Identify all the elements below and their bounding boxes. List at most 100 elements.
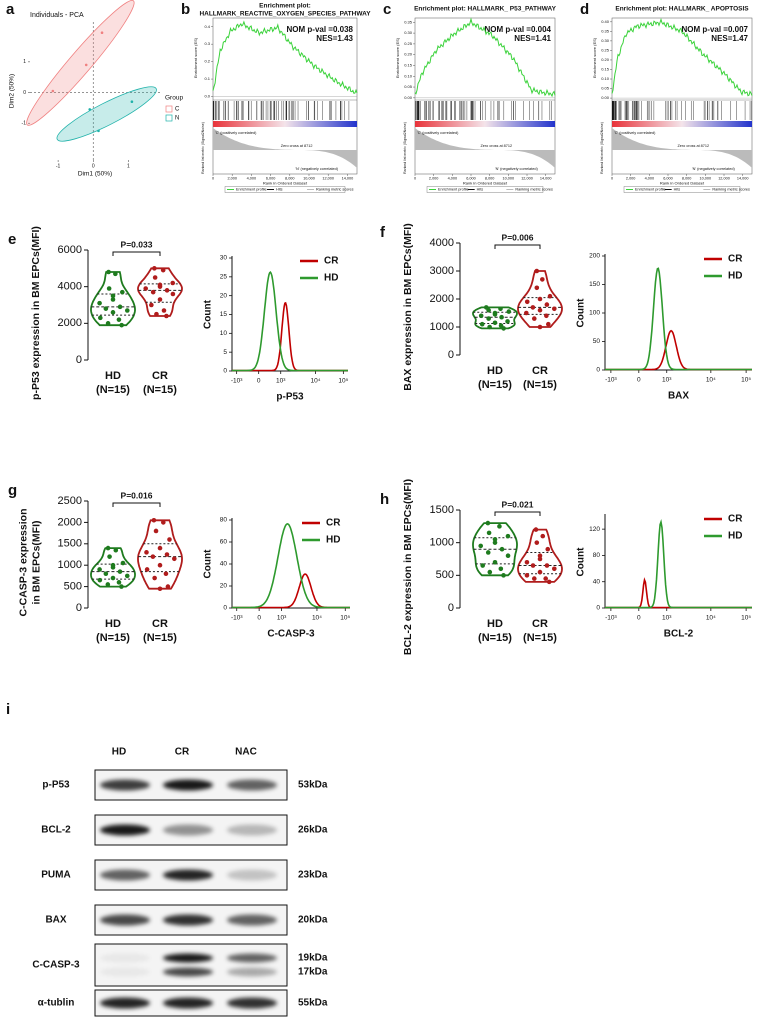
y-tick-label: 25 <box>220 274 228 281</box>
x-tick-label: -10³ <box>605 377 617 384</box>
protein-label: C-CASP-3 <box>32 960 80 971</box>
chart-title: Individuals - PCA <box>30 12 84 19</box>
rank-colorbar <box>415 121 555 127</box>
histogram-curve <box>605 519 752 609</box>
x-tick-label: -10³ <box>231 378 243 385</box>
panel-label: e <box>8 231 16 248</box>
y-tick-label: 0.3 <box>204 41 210 46</box>
data-point <box>150 289 156 295</box>
x-tick-label: 4,000 <box>645 177 655 181</box>
band <box>227 967 277 977</box>
data-point <box>492 559 498 565</box>
data-point <box>120 289 125 295</box>
data-point <box>552 566 557 572</box>
data-point <box>119 584 124 589</box>
data-point <box>544 313 549 319</box>
x-tick-label: 10⁵ <box>741 615 751 622</box>
x-tick-label: 10³ <box>662 377 672 384</box>
data-point <box>152 266 157 271</box>
histogram-curve <box>232 523 350 609</box>
band <box>100 914 150 926</box>
data-point <box>540 277 545 282</box>
x-tick-label: 14,000 <box>540 177 552 181</box>
data-point <box>105 321 111 326</box>
x-tick-label: 6,000 <box>466 177 476 181</box>
group-ellipse <box>26 0 135 126</box>
data-point <box>117 304 123 310</box>
data-point <box>501 326 506 331</box>
band <box>100 824 150 836</box>
data-point <box>492 312 498 317</box>
data-point <box>498 566 504 572</box>
neg-label: 'N' (negatively correlated) <box>295 167 339 171</box>
y-tick-label: 0 <box>23 90 26 96</box>
y-axis-label: Count <box>203 299 214 329</box>
size-label: 20kDa <box>298 915 328 926</box>
data-point <box>103 571 109 577</box>
y-tick-label: 0.00 <box>404 95 413 100</box>
size-label: 17kDa <box>298 967 328 978</box>
rank-colorbar <box>612 121 752 127</box>
legend-frame <box>426 186 544 193</box>
band <box>100 953 150 963</box>
y-tick-label: 0.30 <box>601 38 610 43</box>
y-tick-label: 0 <box>76 354 82 366</box>
blot-frame <box>94 943 288 987</box>
data-point <box>161 520 166 525</box>
protein-label: α-tublin <box>38 998 75 1009</box>
p-value: P=0.016 <box>121 490 153 500</box>
y-tick-label: 0.20 <box>601 57 610 62</box>
x-tick-label: (N=15) <box>96 384 130 396</box>
data-point <box>546 321 551 327</box>
x-tick-label: 0 <box>414 177 416 181</box>
metric-area <box>213 128 357 168</box>
data-point <box>170 280 176 286</box>
data-point <box>124 573 130 579</box>
data-point <box>110 310 116 315</box>
x-tick-label: 2,000 <box>429 177 439 181</box>
data-point <box>105 545 111 551</box>
data-point <box>552 306 557 312</box>
band <box>163 824 213 836</box>
y-tick-label: 1500 <box>58 538 82 550</box>
y-tick-label: 0 <box>448 349 454 361</box>
band <box>227 997 277 1009</box>
x-axis-label: Dim1 (50%) <box>78 171 112 178</box>
x-axis-label: BCL-2 <box>664 629 694 640</box>
x-tick-label: 10,000 <box>700 177 712 181</box>
y-tick-label: 80 <box>593 552 601 559</box>
y-axis-label: Ranked list metric (Signal2Noise) <box>403 122 407 174</box>
pca-point <box>97 129 100 133</box>
data-point <box>485 520 491 526</box>
significance-bracket <box>112 502 161 507</box>
x-tick-label: 2,000 <box>227 177 237 181</box>
panel-label: d <box>580 1 589 18</box>
data-point <box>113 547 119 553</box>
y-tick-label: 0.35 <box>601 28 610 33</box>
y-tick-label: 2500 <box>58 495 82 507</box>
histogram-curve <box>232 573 350 609</box>
data-point <box>478 313 484 319</box>
y-tick-label: 0.25 <box>404 41 413 46</box>
legend-label: Ranking metric scores <box>515 188 553 192</box>
y-tick-label: 30 <box>220 255 228 262</box>
data-point <box>492 320 498 326</box>
y-tick-label: 0.00 <box>601 95 610 100</box>
band <box>100 779 150 791</box>
x-tick-label: CR <box>532 365 548 377</box>
pca-point <box>100 31 104 35</box>
data-point <box>144 567 150 572</box>
metric-area <box>415 128 555 168</box>
data-point <box>117 569 123 574</box>
data-point <box>485 550 491 555</box>
y-tick-label: 0.25 <box>601 47 610 52</box>
x-tick-label: 10³ <box>662 615 672 622</box>
y-tick-label: 150 <box>589 281 600 288</box>
data-point <box>103 306 109 311</box>
data-point <box>157 562 163 568</box>
y-tick-label: 0.2 <box>204 59 210 64</box>
legend-label: HD <box>728 531 742 542</box>
data-point <box>116 317 122 322</box>
data-point <box>113 271 118 277</box>
